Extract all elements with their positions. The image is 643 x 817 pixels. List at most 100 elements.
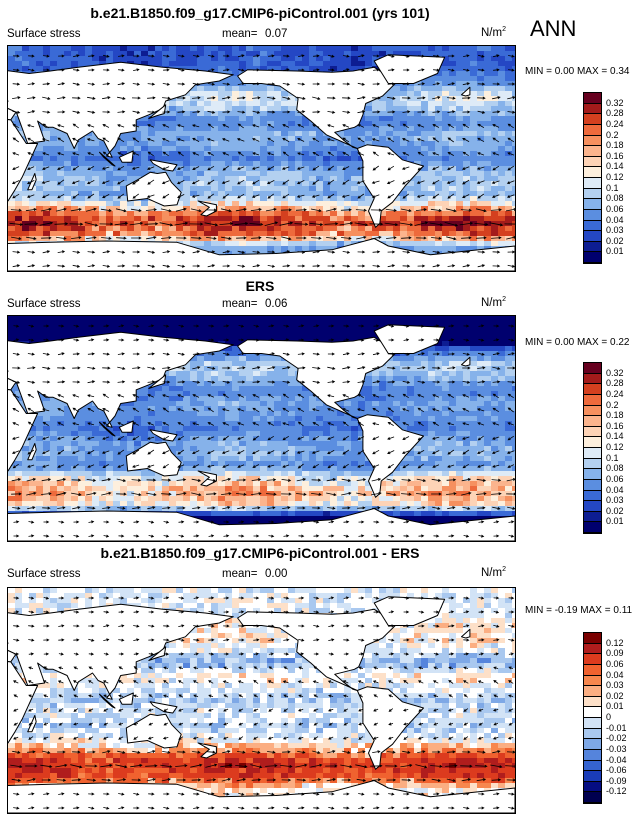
land-masses	[8, 596, 515, 813]
colorbar-tick-label: 0.14	[606, 161, 624, 172]
panel3-mean-value: 0.00	[265, 568, 288, 580]
panel2-title: ERS	[245, 278, 275, 294]
colorbar-tick-label: -0.04	[606, 754, 627, 765]
colorbar-swatch	[584, 178, 601, 189]
colorbar-swatch	[584, 654, 601, 665]
colorbar-swatch	[584, 146, 601, 157]
colorbar-swatch	[584, 479, 601, 491]
colorbar-tick-label: 0.16	[606, 150, 624, 161]
colorbar-swatch	[584, 511, 601, 523]
colorbar-tick-label: 0.03	[606, 495, 624, 506]
colorbar-tick-label: -0.02	[606, 733, 627, 744]
colorbar-tick-label: -0.12	[606, 786, 627, 797]
colorbar-swatch	[584, 707, 601, 718]
colorbar-tick-label: 0.28	[606, 108, 624, 119]
colorbar-tick-label: -0.09	[606, 775, 627, 786]
colorbar-tick-label: 0.16	[606, 420, 624, 431]
colorbar-swatch	[584, 103, 601, 115]
panel1-field-label: Surface stress	[7, 28, 81, 40]
colorbar-tick-label: 0.01	[606, 701, 624, 712]
panel2-mean-label: mean=	[222, 298, 258, 310]
colorbar-tick-label: 0	[606, 712, 612, 722]
colorbar-tick-label: 0.04	[606, 669, 624, 680]
colorbar-swatch	[584, 241, 601, 253]
colorbar-swatch	[584, 416, 601, 427]
colorbar-swatch	[584, 686, 601, 697]
colorbar-swatch	[584, 469, 601, 480]
colorbar-swatch	[584, 760, 601, 772]
colorbar-tick-label: 0.02	[606, 505, 624, 516]
colorbar-swatch	[584, 167, 601, 178]
colorbar-swatch	[584, 220, 601, 232]
panel1-mean-label: mean=	[222, 28, 258, 40]
colorbar-swatch	[584, 490, 601, 502]
colorbar-swatch	[584, 93, 601, 104]
colorbar-swatch	[584, 728, 601, 740]
colorbar-tick-label: 0.04	[606, 214, 624, 225]
colorbar-swatch	[584, 643, 601, 655]
colorbar-tick-label: 0.12	[606, 172, 624, 182]
panel2-map	[7, 315, 516, 542]
panel2-units: N/m2	[481, 296, 506, 309]
colorbar-tick-label: -0.03	[606, 743, 627, 754]
colorbar-swatch	[584, 124, 601, 136]
colorbar-tick-label: 0.01	[606, 246, 624, 257]
colorbar-tick-label: 0.2	[606, 129, 619, 140]
colorbar-tick-label: 0.1	[606, 452, 619, 463]
stress-vectors	[11, 324, 515, 538]
colorbar-tick-label: 0.06	[606, 473, 624, 484]
panel1-title: b.e21.B1850.f09_g17.CMIP6-piControl.001 …	[90, 5, 430, 21]
colorbar-swatch	[584, 405, 601, 417]
colorbar-swatch	[584, 373, 601, 385]
colorbar-swatch	[584, 135, 601, 147]
colorbar-swatch	[584, 718, 601, 729]
colorbar-tick-label: 0.01	[606, 516, 624, 527]
colorbar-swatch	[584, 522, 601, 533]
colorbar-tick-label: 0.12	[606, 637, 624, 648]
colorbar-swatch	[584, 384, 601, 395]
panel1-minmax: MIN = 0.00 MAX = 0.34	[525, 66, 630, 77]
colorbar-swatch	[584, 633, 601, 644]
colorbar-tick-label: 0.02	[606, 690, 624, 701]
colorbar-tick-label: 0.09	[606, 648, 624, 659]
panel1-mean-value: 0.07	[265, 28, 288, 40]
colorbar-swatch	[584, 664, 601, 676]
panel3-mean-label: mean=	[222, 568, 258, 580]
colorbar-tick-label: 0.06	[606, 658, 624, 669]
colorbar-tick-label: 0.2	[606, 399, 619, 410]
colorbar-swatch	[584, 771, 601, 782]
colorbar-swatch	[584, 363, 601, 374]
colorbar-tick-label: 0.28	[606, 378, 624, 389]
panel3-map	[7, 587, 516, 814]
stress-vectors	[9, 54, 515, 268]
stress-vectors	[10, 596, 515, 810]
colorbar-swatch	[584, 458, 601, 470]
colorbar-swatch	[584, 749, 601, 761]
colorbar-swatch	[584, 675, 601, 687]
panel3-field-label: Surface stress	[7, 568, 81, 580]
colorbar-tick-label: 0.08	[606, 463, 624, 474]
colorbar-tick-label: 0.03	[606, 680, 624, 691]
colorbar-swatch	[584, 739, 601, 750]
colorbar-swatch	[584, 696, 601, 708]
colorbar-tick-label: 0.18	[606, 410, 624, 421]
colorbar-swatch	[584, 199, 601, 210]
colorbar-swatch	[584, 209, 601, 221]
colorbar-swatch	[584, 156, 601, 168]
colorbar-tick-label: 0.03	[606, 225, 624, 236]
colorbar-swatch	[584, 231, 601, 242]
colorbar-swatch	[584, 426, 601, 438]
panel3-title: b.e21.B1850.f09_g17.CMIP6-piControl.001 …	[100, 545, 420, 561]
colorbar-swatch	[584, 437, 601, 448]
colorbar-swatch	[584, 781, 601, 793]
colorbar-tick-label: 0.32	[606, 367, 624, 378]
panel2-colorbar: 0.32 0.28 0.24 0.2 0.18 0.16 0.14 0.12 0.1 0.08 0.…	[583, 362, 624, 534]
season-label: ANN	[530, 16, 577, 41]
colorbar-tick-label: 0.12	[606, 442, 624, 452]
panel3-units: N/m2	[481, 566, 506, 579]
colorbar-swatch	[584, 501, 601, 512]
colorbar-tick-label: 0.02	[606, 235, 624, 246]
colorbar-tick-label: 0.18	[606, 140, 624, 151]
colorbar-tick-label: 0.04	[606, 484, 624, 495]
colorbar-tick-label: 0.24	[606, 388, 624, 399]
